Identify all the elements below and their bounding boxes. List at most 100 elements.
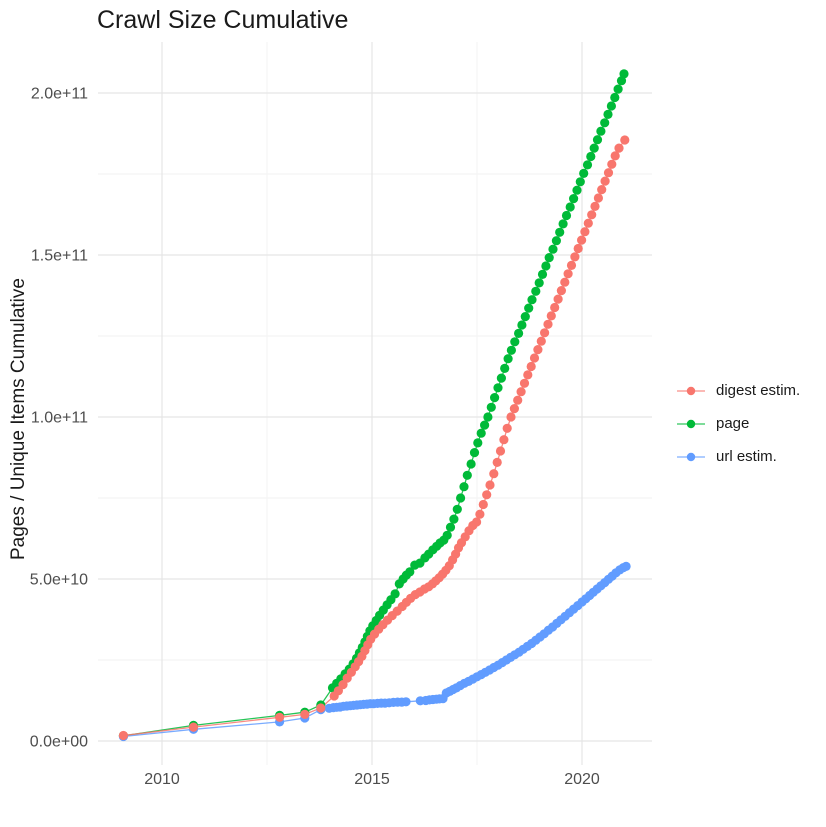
data-point <box>597 185 607 195</box>
data-point <box>619 69 629 79</box>
data-point <box>300 709 310 720</box>
data-point <box>520 312 530 322</box>
data-point <box>456 493 466 503</box>
legend-item-digest-estim: digest estim. <box>676 374 800 407</box>
data-point <box>529 353 540 363</box>
data-point <box>563 269 573 279</box>
data-point <box>499 435 509 445</box>
data-point <box>316 703 326 713</box>
data-point <box>544 253 554 263</box>
data-point <box>541 261 551 271</box>
data-point <box>338 680 348 690</box>
data-point <box>610 92 620 103</box>
y-axis-tick-labels: 0.0e+00 5.0e+10 1.0e+11 1.5e+11 2.0e+11 <box>30 86 88 751</box>
data-point <box>472 517 482 527</box>
data-point <box>620 135 630 145</box>
data-point <box>613 84 623 94</box>
data-point <box>596 126 606 136</box>
data-point <box>188 722 199 732</box>
data-point <box>473 438 483 448</box>
gridlines-major <box>98 42 652 765</box>
legend-key-url-estim <box>677 452 705 461</box>
x-tick-label: 2020 <box>564 771 600 788</box>
data-point <box>537 269 548 279</box>
y-tick-label: 5.0e+10 <box>30 572 88 589</box>
data-point <box>517 320 527 330</box>
legend-key-page <box>677 419 705 428</box>
data-point <box>476 428 486 438</box>
data-point <box>524 303 534 313</box>
data-point <box>516 387 526 397</box>
data-point <box>502 423 512 433</box>
data-point <box>492 457 502 467</box>
data-point <box>533 345 543 355</box>
data-point <box>553 294 563 304</box>
data-point <box>583 218 593 228</box>
legend-label-page: page <box>716 415 750 432</box>
data-point <box>590 201 600 211</box>
data-point <box>580 227 590 237</box>
data-point <box>543 319 553 329</box>
legend-label-url-estim: url estim. <box>716 448 777 465</box>
data-point <box>570 252 580 262</box>
gridlines-minor <box>98 42 652 765</box>
data-point <box>536 336 546 346</box>
data-point <box>527 295 537 305</box>
data-point <box>390 589 400 599</box>
data-point <box>405 567 415 577</box>
data-point <box>500 363 510 373</box>
data-point <box>509 404 519 414</box>
data-point <box>558 219 568 229</box>
data-point <box>603 168 614 178</box>
data-point <box>565 202 575 212</box>
data-point <box>603 109 613 119</box>
data-point <box>503 354 513 364</box>
legend-point-icon <box>686 452 696 461</box>
data-point <box>579 168 589 178</box>
data-point <box>496 373 506 383</box>
data-point <box>480 420 490 430</box>
data-point <box>575 177 585 187</box>
data-point <box>589 143 599 153</box>
data-point <box>519 378 530 388</box>
data-point <box>118 730 128 741</box>
data-point <box>573 243 583 254</box>
data-point <box>483 412 493 422</box>
data-point <box>582 160 593 170</box>
data-point <box>560 277 570 287</box>
data-point <box>475 509 485 519</box>
data-point <box>495 446 506 456</box>
data-point <box>569 194 579 204</box>
data-point <box>556 286 567 296</box>
x-tick-label: 2010 <box>144 771 180 788</box>
series-line-url-estim- <box>123 565 627 738</box>
data-point <box>572 185 582 195</box>
data-point <box>469 448 480 458</box>
data-point <box>401 697 411 707</box>
data-point <box>550 302 560 313</box>
chart-title: Crawl Size Cumulative <box>97 6 349 34</box>
data-point <box>566 260 577 270</box>
data-point <box>459 482 469 492</box>
data-point <box>610 151 620 161</box>
data-point <box>452 504 462 514</box>
series-line-digest-estim- <box>123 139 626 737</box>
data-point <box>490 393 500 403</box>
legend-key-digest-estim <box>677 386 705 395</box>
y-tick-label: 1.5e+11 <box>31 248 88 265</box>
data-point <box>513 395 523 405</box>
series-points-url-estim- <box>118 561 631 742</box>
data-point <box>607 159 617 169</box>
data-point <box>486 402 496 412</box>
data-point <box>534 278 544 288</box>
data-point <box>531 286 541 296</box>
data-point <box>442 530 452 540</box>
y-tick-label: 2.0e+11 <box>31 86 88 103</box>
legend-item-page: page <box>676 407 800 440</box>
data-point <box>493 383 503 393</box>
data-point <box>587 210 597 220</box>
data-point <box>546 311 556 321</box>
data-point <box>551 236 562 246</box>
